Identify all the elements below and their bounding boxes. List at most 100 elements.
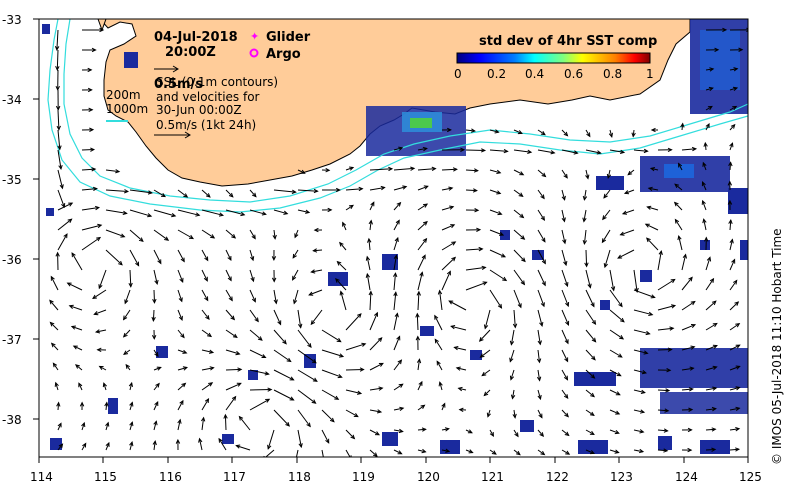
velocity-arrowhead [59, 184, 64, 190]
velocity-arrowhead [434, 338, 439, 344]
velocity-arrowhead [57, 422, 62, 428]
velocity-arrowhead [444, 427, 450, 432]
velocity-arrowhead [634, 287, 639, 293]
velocity-arrow [177, 419, 181, 431]
velocity-arrow [177, 383, 186, 391]
velocity-arrow [201, 367, 214, 371]
velocity-arrow [681, 254, 687, 271]
velocity-arrow [465, 281, 487, 291]
velocity-arrowhead [664, 408, 670, 413]
velocity-arrowhead [152, 440, 157, 446]
velocity-arrowhead [308, 291, 314, 296]
velocity-arrowhead [702, 218, 707, 224]
velocity-arrow [311, 269, 323, 273]
velocity-arrowhead [449, 205, 455, 210]
velocity-arrowhead [122, 315, 128, 321]
scale-arrow-icon [154, 65, 191, 139]
velocity-arrow [369, 168, 393, 171]
velocity-arrowhead [257, 336, 263, 341]
velocity-arrowhead [735, 406, 741, 412]
velocity-arrow [225, 309, 235, 320]
velocity-arrowhead [251, 234, 256, 240]
velocity-arrowhead [527, 149, 533, 154]
velocity-arrow [297, 429, 302, 448]
velocity-arrow [57, 189, 65, 208]
velocity-arrowhead [682, 253, 687, 259]
velocity-arrow [483, 389, 491, 396]
velocity-arrowhead [482, 281, 488, 286]
x-tick-label: 124 [675, 470, 698, 484]
velocity-arrowhead [93, 311, 99, 316]
velocity-arrowhead [678, 162, 683, 168]
velocity-arrowhead [204, 296, 209, 302]
velocity-arrow [465, 149, 485, 151]
velocity-arrow [510, 329, 515, 345]
velocity-arrowhead [123, 350, 129, 355]
velocity-arrow [99, 365, 107, 371]
velocity-arrow [729, 259, 736, 271]
velocity-arrowhead [610, 286, 616, 292]
velocity-arrowhead [453, 346, 459, 351]
velocity-arrow [657, 349, 672, 351]
velocity-arrowhead [646, 237, 651, 243]
velocity-arrowhead [410, 166, 416, 171]
velocity-arrow [633, 429, 644, 433]
velocity-arrowhead [673, 201, 679, 207]
velocity-arrowhead [562, 239, 567, 245]
velocity-arrowhead [606, 173, 612, 180]
velocity-arrow [622, 209, 635, 215]
velocity-arrow [509, 349, 515, 362]
velocity-arrow [57, 423, 62, 431]
velocity-arrowhead [565, 320, 570, 326]
velocity-arrow [703, 219, 707, 231]
velocity-arrow [681, 148, 696, 151]
contour-info-2: and velocities for [156, 90, 260, 104]
velocity-arrow [729, 220, 732, 231]
velocity-arrowhead [261, 354, 267, 358]
velocity-arrowhead [56, 125, 61, 131]
velocity-arrowhead [230, 315, 236, 321]
velocity-arrow [225, 368, 242, 371]
contour-info-4: 0.5m/s (1kt 24h) [156, 118, 256, 132]
velocity-arrowhead [670, 304, 677, 309]
velocity-arrow [249, 269, 254, 282]
velocity-arrowhead [446, 127, 452, 133]
velocity-arrow [513, 189, 523, 197]
velocity-arrowhead [209, 366, 215, 371]
velocity-arrowhead [325, 438, 330, 444]
velocity-arrow [337, 261, 347, 271]
velocity-arrow [201, 309, 210, 320]
velocity-arrow [177, 329, 185, 338]
velocity-arrowhead [701, 181, 706, 187]
velocity-arrow [81, 237, 101, 251]
velocity-arrowhead [238, 415, 244, 421]
velocity-arrowhead [310, 320, 316, 326]
velocity-arrowhead [565, 301, 570, 308]
velocity-arrow [236, 445, 251, 451]
velocity-arrow [729, 323, 740, 331]
velocity-arrow [177, 400, 184, 411]
velocity-arrowhead [489, 431, 494, 437]
velocity-arrowhead [102, 382, 107, 388]
velocity-arrowhead [235, 444, 241, 449]
velocity-arrowhead [667, 147, 673, 153]
velocity-arrow [249, 189, 257, 197]
velocity-arrowhead [540, 215, 546, 221]
velocity-arrow [345, 204, 354, 211]
x-tick-label: 116 [159, 470, 182, 484]
velocity-arrow [489, 189, 501, 194]
velocity-arrowhead [564, 339, 569, 345]
velocity-arrow [201, 269, 208, 282]
velocity-arrow [105, 249, 123, 266]
velocity-arrow [454, 346, 467, 351]
velocity-arrowhead [228, 296, 233, 302]
velocity-arrow [681, 346, 695, 351]
velocity-arrowhead [105, 441, 110, 447]
velocity-arrow [729, 68, 738, 71]
velocity-arrowhead [619, 231, 625, 236]
velocity-arrowhead [585, 174, 590, 180]
velocity-arrow [678, 235, 683, 251]
land-cape [97, 19, 107, 32]
velocity-arrowhead [687, 447, 693, 453]
velocity-arrow [441, 241, 456, 251]
